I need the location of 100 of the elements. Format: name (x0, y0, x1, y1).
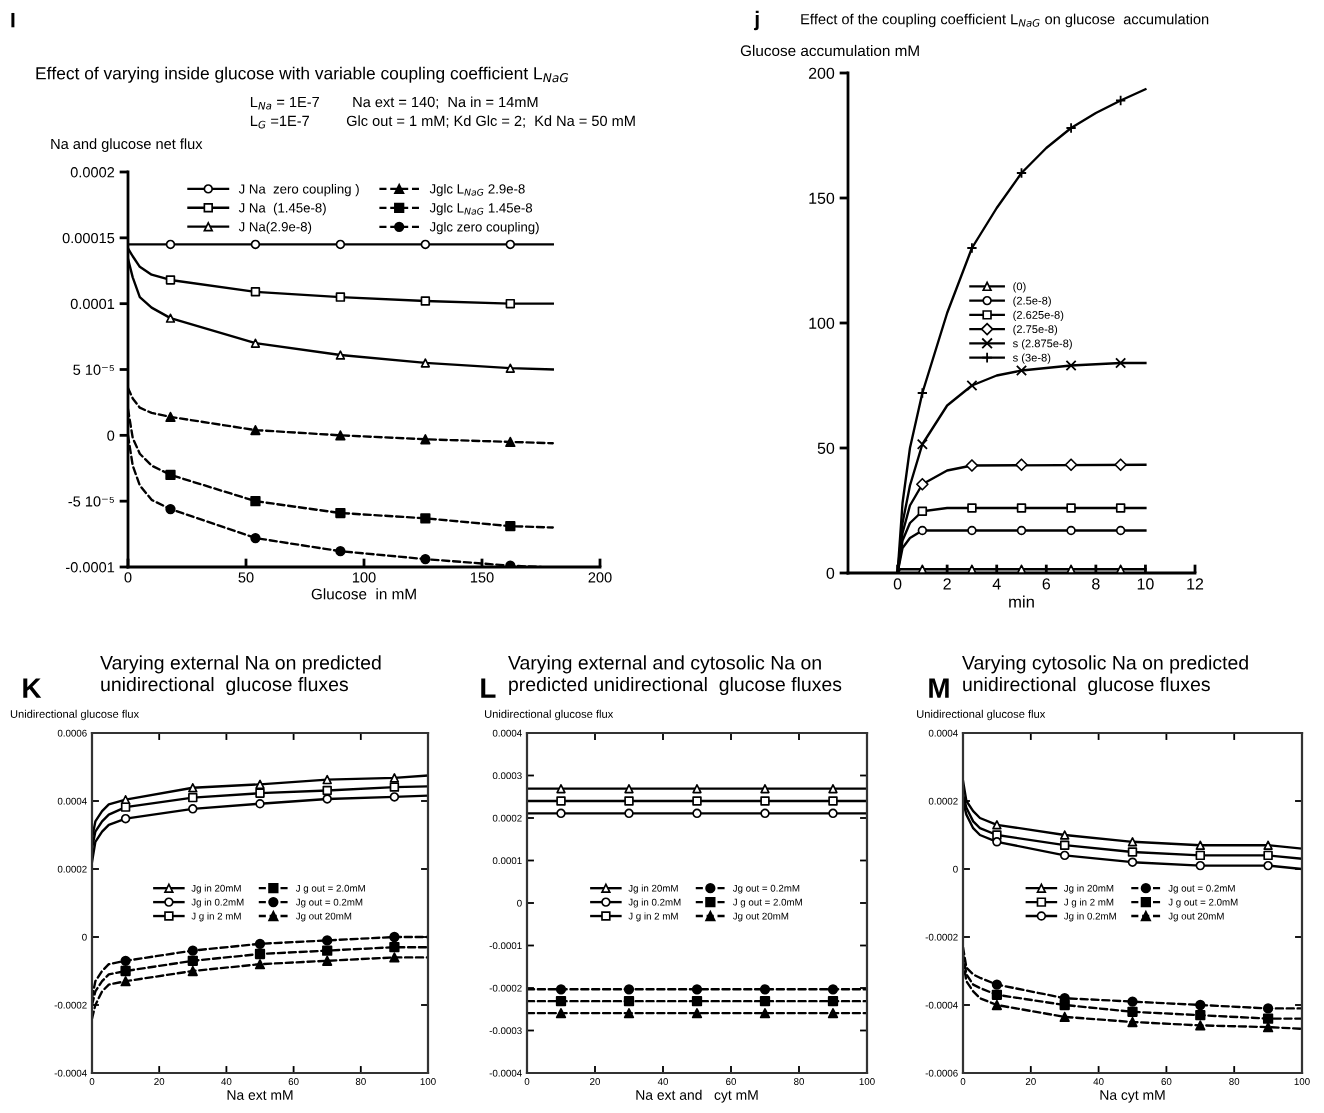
x-tick-label: 20 (590, 1078, 601, 1085)
legend-label: Jg out 20mM (1168, 912, 1224, 922)
legend-label: (2.75e-8) (1013, 324, 1058, 336)
legend-label: s (3e-8) (1012, 353, 1051, 364)
legend-label: Jg out 20mM (295, 912, 352, 922)
legend-label: J g in 2 mM (191, 912, 241, 922)
x-tick-label: 50 (238, 572, 254, 583)
x-tick-label: 150 (470, 572, 494, 583)
legend-label: J g out = 2.0mM (295, 884, 365, 894)
legend-label: Jg in 20mM (1063, 884, 1114, 894)
text: I (11, 12, 15, 28)
legend-label: Jg out = 0.2mM (295, 898, 363, 908)
y-tick-label: 50 (817, 442, 835, 454)
x-tick-label: 2 (943, 578, 951, 590)
y-tick-label: 0.0002 (57, 865, 87, 873)
y-tick-label: -0.0002 (489, 984, 522, 992)
x-tick-label: 20 (1025, 1078, 1036, 1085)
x-tick-label: 10 (1137, 578, 1154, 590)
y-axis-title: Unidirectional glucose flux (485, 709, 614, 721)
legend-label: Jg out 20mM (732, 912, 789, 922)
y-tick-label: 0 (107, 430, 115, 441)
text: L$_{Na}$ = 1E-7 Na ext = 140; Na in = 14mM L$_{G}$ =1E-7 Glc out = 1 mM; Kd Glc = 2; Kd Na = 50 mM (250, 96, 635, 129)
legend-label: Jg in 20mM (191, 884, 241, 894)
legend-label: J Na (1.45e-8) (238, 202, 326, 216)
y-tick-label: -0.0004 (489, 1069, 522, 1077)
y-tick-label: -0.0004 (925, 1001, 958, 1009)
legend-label: J g in 2 mM (628, 912, 678, 922)
y-tick-label: 0.0004 (492, 729, 522, 737)
y-tick-label: 200 (808, 67, 835, 79)
y-tick-label: 0.0004 (57, 797, 87, 805)
x-tick-label: 100 (859, 1078, 875, 1085)
y-tick-label: 0.00015 (62, 232, 115, 244)
legend-label: Jg in 20mM (628, 884, 678, 894)
y-tick-label: 0.0004 (928, 729, 958, 737)
legend-label: J g in 2 mM (1063, 898, 1114, 908)
y-tick-label: 0.0003 (492, 772, 522, 780)
legend-label: Jg in 0.2mM (1063, 912, 1116, 922)
y-tick-label: 0.0002 (492, 814, 522, 822)
x-tick-label: 12 (1187, 578, 1204, 590)
y-tick-label: 0.0006 (57, 729, 87, 737)
legend-label: Jglc L$_{NaG}$ 1.45e-8 (429, 202, 533, 216)
x-tick-label: 100 (1294, 1078, 1310, 1085)
x-tick-label: 0 (124, 572, 132, 583)
legend-label: J g out = 2.0mM (1168, 898, 1238, 908)
legend-label: J Na(2.9e-8) (238, 221, 312, 235)
x-axis-title: min (1009, 595, 1034, 608)
x-tick-label: 100 (352, 572, 376, 583)
y-axis-title: Unidirectional glucose flux (917, 709, 1046, 721)
x-axis-title: Na cyt mM (1100, 1090, 1165, 1103)
y-tick-label: -0.0003 (489, 1027, 522, 1035)
x-tick-label: 40 (221, 1078, 232, 1085)
x-tick-label: 40 (657, 1078, 669, 1085)
x-tick-label: 100 (420, 1078, 436, 1085)
y-tick-label: 0 (517, 899, 522, 907)
text: M (929, 678, 949, 698)
y-tick-label: 0.0002 (928, 797, 958, 805)
x-tick-label: 6 (1042, 578, 1051, 590)
x-tick-label: 80 (794, 1078, 805, 1085)
legend-label: (2.625e-8) (1013, 310, 1064, 322)
x-tick-label: 20 (154, 1078, 165, 1085)
legend-label: Jg out = 0.2mM (1168, 884, 1235, 894)
legend-label: Jg in 0.2mM (191, 898, 244, 908)
y-tick-label: -0.0002 (925, 933, 958, 941)
x-tick-label: 40 (1093, 1078, 1104, 1085)
text: j (753, 10, 759, 31)
x-axis-title: Na ext mM (227, 1090, 293, 1100)
y-tick-label: 150 (809, 192, 835, 204)
y-tick-label: 0.0002 (70, 167, 115, 178)
y-axis-title: Glucose accumulation mM (740, 44, 919, 57)
x-tick-label: 8 (1092, 578, 1100, 590)
legend-label: (0) (1013, 282, 1026, 293)
chart-title: Varying external and cytosolic Na on predicted unidirectional glucose fluxes (508, 655, 842, 696)
chart-title: Varying cytosolic Na on predicted unidirectional glucose fluxes (962, 655, 1248, 696)
y-tick-label: -5 10⁻⁵ (68, 496, 114, 507)
y-axis-title: Unidirectional glucose flux (10, 709, 139, 721)
legend-label: s (2.875e-8) (1012, 339, 1072, 350)
y-axis-title: Na and glucose net flux (51, 138, 203, 152)
y-tick-label: 0 (82, 933, 87, 941)
text: K (23, 678, 42, 698)
x-tick-label: 80 (355, 1078, 366, 1085)
chart-title: Effect of varying inside glucose with variable coupling coefficient L$_{NaG}$ (36, 66, 569, 83)
x-tick-label: 60 (726, 1078, 737, 1085)
x-axis-title: Na ext and cyt mM (636, 1089, 758, 1103)
y-tick-label: 0.0001 (70, 298, 115, 310)
text: L (481, 678, 496, 698)
legend-label: J g out = 2.0mM (732, 898, 802, 908)
legend-label: J Na zero coupling ) (238, 183, 359, 197)
x-tick-label: 80 (1229, 1078, 1240, 1085)
x-tick-label: 200 (588, 572, 612, 583)
y-tick-label: 100 (809, 317, 835, 329)
legend-label: (2.5e-8) (1013, 296, 1051, 307)
x-tick-label: 60 (1161, 1078, 1172, 1085)
x-tick-label: 60 (288, 1078, 299, 1085)
x-tick-label: 0 (893, 578, 902, 590)
y-tick-label: -0.0002 (54, 1001, 87, 1009)
y-tick-label: -0.0001 (66, 562, 115, 573)
y-tick-label: -0.0004 (54, 1069, 87, 1077)
chart-title: Varying external Na on predicted unidirectional glucose fluxes (100, 655, 381, 696)
legend-label: Jg in 0.2mM (628, 898, 681, 908)
y-tick-label: -0.0006 (925, 1069, 958, 1077)
